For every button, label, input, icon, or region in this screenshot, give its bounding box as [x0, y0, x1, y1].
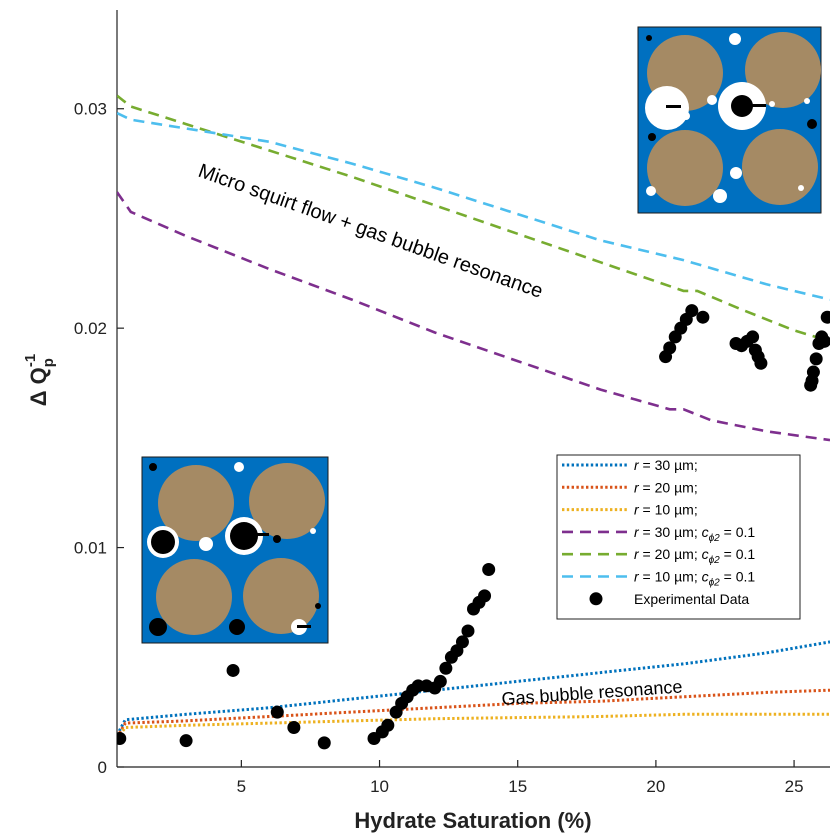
x-axis-title: Hydrate Saturation (%)	[354, 808, 591, 833]
data-point	[820, 310, 830, 324]
legend-label: r = 10 µm; cϕ2 = 0.1	[634, 569, 755, 589]
legend: r = 30 µm; r = 20 µm; r = 10 µm; r = 30 µm;…	[556, 454, 801, 620]
gas-bubble	[646, 35, 652, 41]
gas-bubble	[707, 95, 717, 105]
x-ticks: 5 10 15 20 25	[237, 760, 804, 796]
data-point	[455, 635, 469, 649]
gas-bubble	[315, 603, 321, 609]
y-tick-label: 0.03	[74, 100, 107, 119]
gas-bubble	[230, 522, 258, 550]
gas-bubble	[713, 189, 727, 203]
svg-text:Δ Qp-1: Δ Qp-1	[22, 354, 57, 407]
gas-bubble	[731, 95, 753, 117]
data-point	[317, 736, 331, 750]
gas-bubble	[273, 535, 281, 543]
gas-bubble	[730, 167, 742, 179]
gas-bubble	[804, 98, 810, 104]
series-line-1	[117, 640, 830, 736]
y-ticks: 0 0.01 0.02 0.03	[74, 100, 124, 777]
data-point	[663, 341, 677, 355]
data-point	[439, 661, 453, 675]
gas-bubble	[151, 530, 175, 554]
gas-bubble	[310, 528, 316, 534]
data-point	[287, 721, 301, 735]
gas-bubble	[798, 185, 804, 191]
x-tick-label: 25	[785, 777, 804, 796]
grain	[158, 465, 234, 541]
legend-items: r = 30 µm; r = 20 µm; r = 10 µm; r = 30 µm;…	[562, 457, 755, 607]
y-axis-title-sub: p	[40, 358, 57, 367]
x-tick-label: 10	[370, 777, 389, 796]
y-tick-label: 0.02	[74, 319, 107, 338]
legend-marker	[589, 592, 603, 606]
gas-bubble	[234, 462, 244, 472]
series-line-4	[117, 191, 830, 442]
gas-bubble	[682, 112, 690, 120]
data-point	[746, 330, 760, 344]
series-line-3	[117, 712, 830, 740]
y-axis-title-sup: -1	[22, 354, 39, 367]
data-point	[381, 718, 395, 732]
data-point	[685, 304, 699, 318]
data-point	[809, 352, 823, 366]
series-line-2	[117, 688, 830, 739]
y-axis-title: Δ Qp-1	[22, 354, 57, 407]
grain	[249, 463, 325, 539]
data-point	[179, 734, 193, 748]
legend-label: r = 20 µm; cϕ2 = 0.1	[634, 546, 755, 566]
gas-bubble	[199, 537, 213, 551]
legend-box	[556, 454, 801, 620]
gas-bubble	[807, 119, 817, 129]
grain	[742, 129, 818, 205]
gas-bubble	[769, 101, 775, 107]
x-tick-label: 15	[508, 777, 527, 796]
data-point	[817, 334, 830, 348]
data-point	[754, 356, 768, 370]
data-point	[478, 589, 492, 603]
legend-label: r = 20 µm;	[634, 479, 698, 495]
grain	[647, 130, 723, 206]
grain	[156, 559, 232, 635]
data-point	[696, 310, 710, 324]
pore-schematic-bottom-left	[141, 456, 329, 644]
legend-label: r = 30 µm; cϕ2 = 0.1	[634, 524, 755, 544]
series-line-5	[117, 94, 830, 343]
annotation-lower: Gas bubble resonance	[501, 676, 683, 709]
grain	[745, 32, 821, 108]
gas-bubble	[149, 463, 157, 471]
grain	[243, 558, 319, 634]
gas-bubble	[648, 133, 656, 141]
y-axis-title-main: Δ Q	[26, 367, 51, 406]
annotation-upper: Micro squirt flow + gas bubble resonance	[195, 160, 545, 303]
gas-bubble	[229, 619, 245, 635]
y-tick-label: 0.01	[74, 539, 107, 558]
series-line-6	[117, 111, 830, 301]
gas-bubble	[729, 33, 741, 45]
legend-label: Experimental Data	[634, 591, 749, 607]
data-point	[433, 674, 447, 688]
legend-label: r = 10 µm;	[634, 502, 698, 518]
y-tick-label: 0	[98, 758, 107, 777]
data-point	[270, 705, 284, 719]
gas-bubble	[149, 618, 167, 636]
x-tick-label: 5	[237, 777, 246, 796]
data-point	[117, 731, 127, 745]
pore-schematic-top-right	[637, 26, 822, 214]
data-point	[226, 663, 240, 677]
data-point	[806, 365, 820, 379]
x-tick-label: 20	[646, 777, 665, 796]
data-point	[482, 563, 496, 577]
gas-bubble	[646, 186, 656, 196]
data-point	[461, 624, 475, 638]
legend-label: r = 30 µm;	[634, 457, 698, 473]
series-layer	[117, 94, 830, 750]
